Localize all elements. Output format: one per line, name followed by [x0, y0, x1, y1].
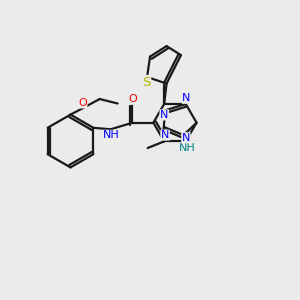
Text: NH: NH — [178, 143, 195, 153]
Text: O: O — [128, 94, 137, 104]
Text: N: N — [161, 130, 169, 140]
Text: O: O — [78, 98, 87, 108]
Text: S: S — [142, 76, 151, 88]
Text: N: N — [182, 93, 190, 103]
Text: NH: NH — [103, 130, 120, 140]
Text: N: N — [160, 110, 168, 120]
Text: N: N — [182, 133, 190, 143]
